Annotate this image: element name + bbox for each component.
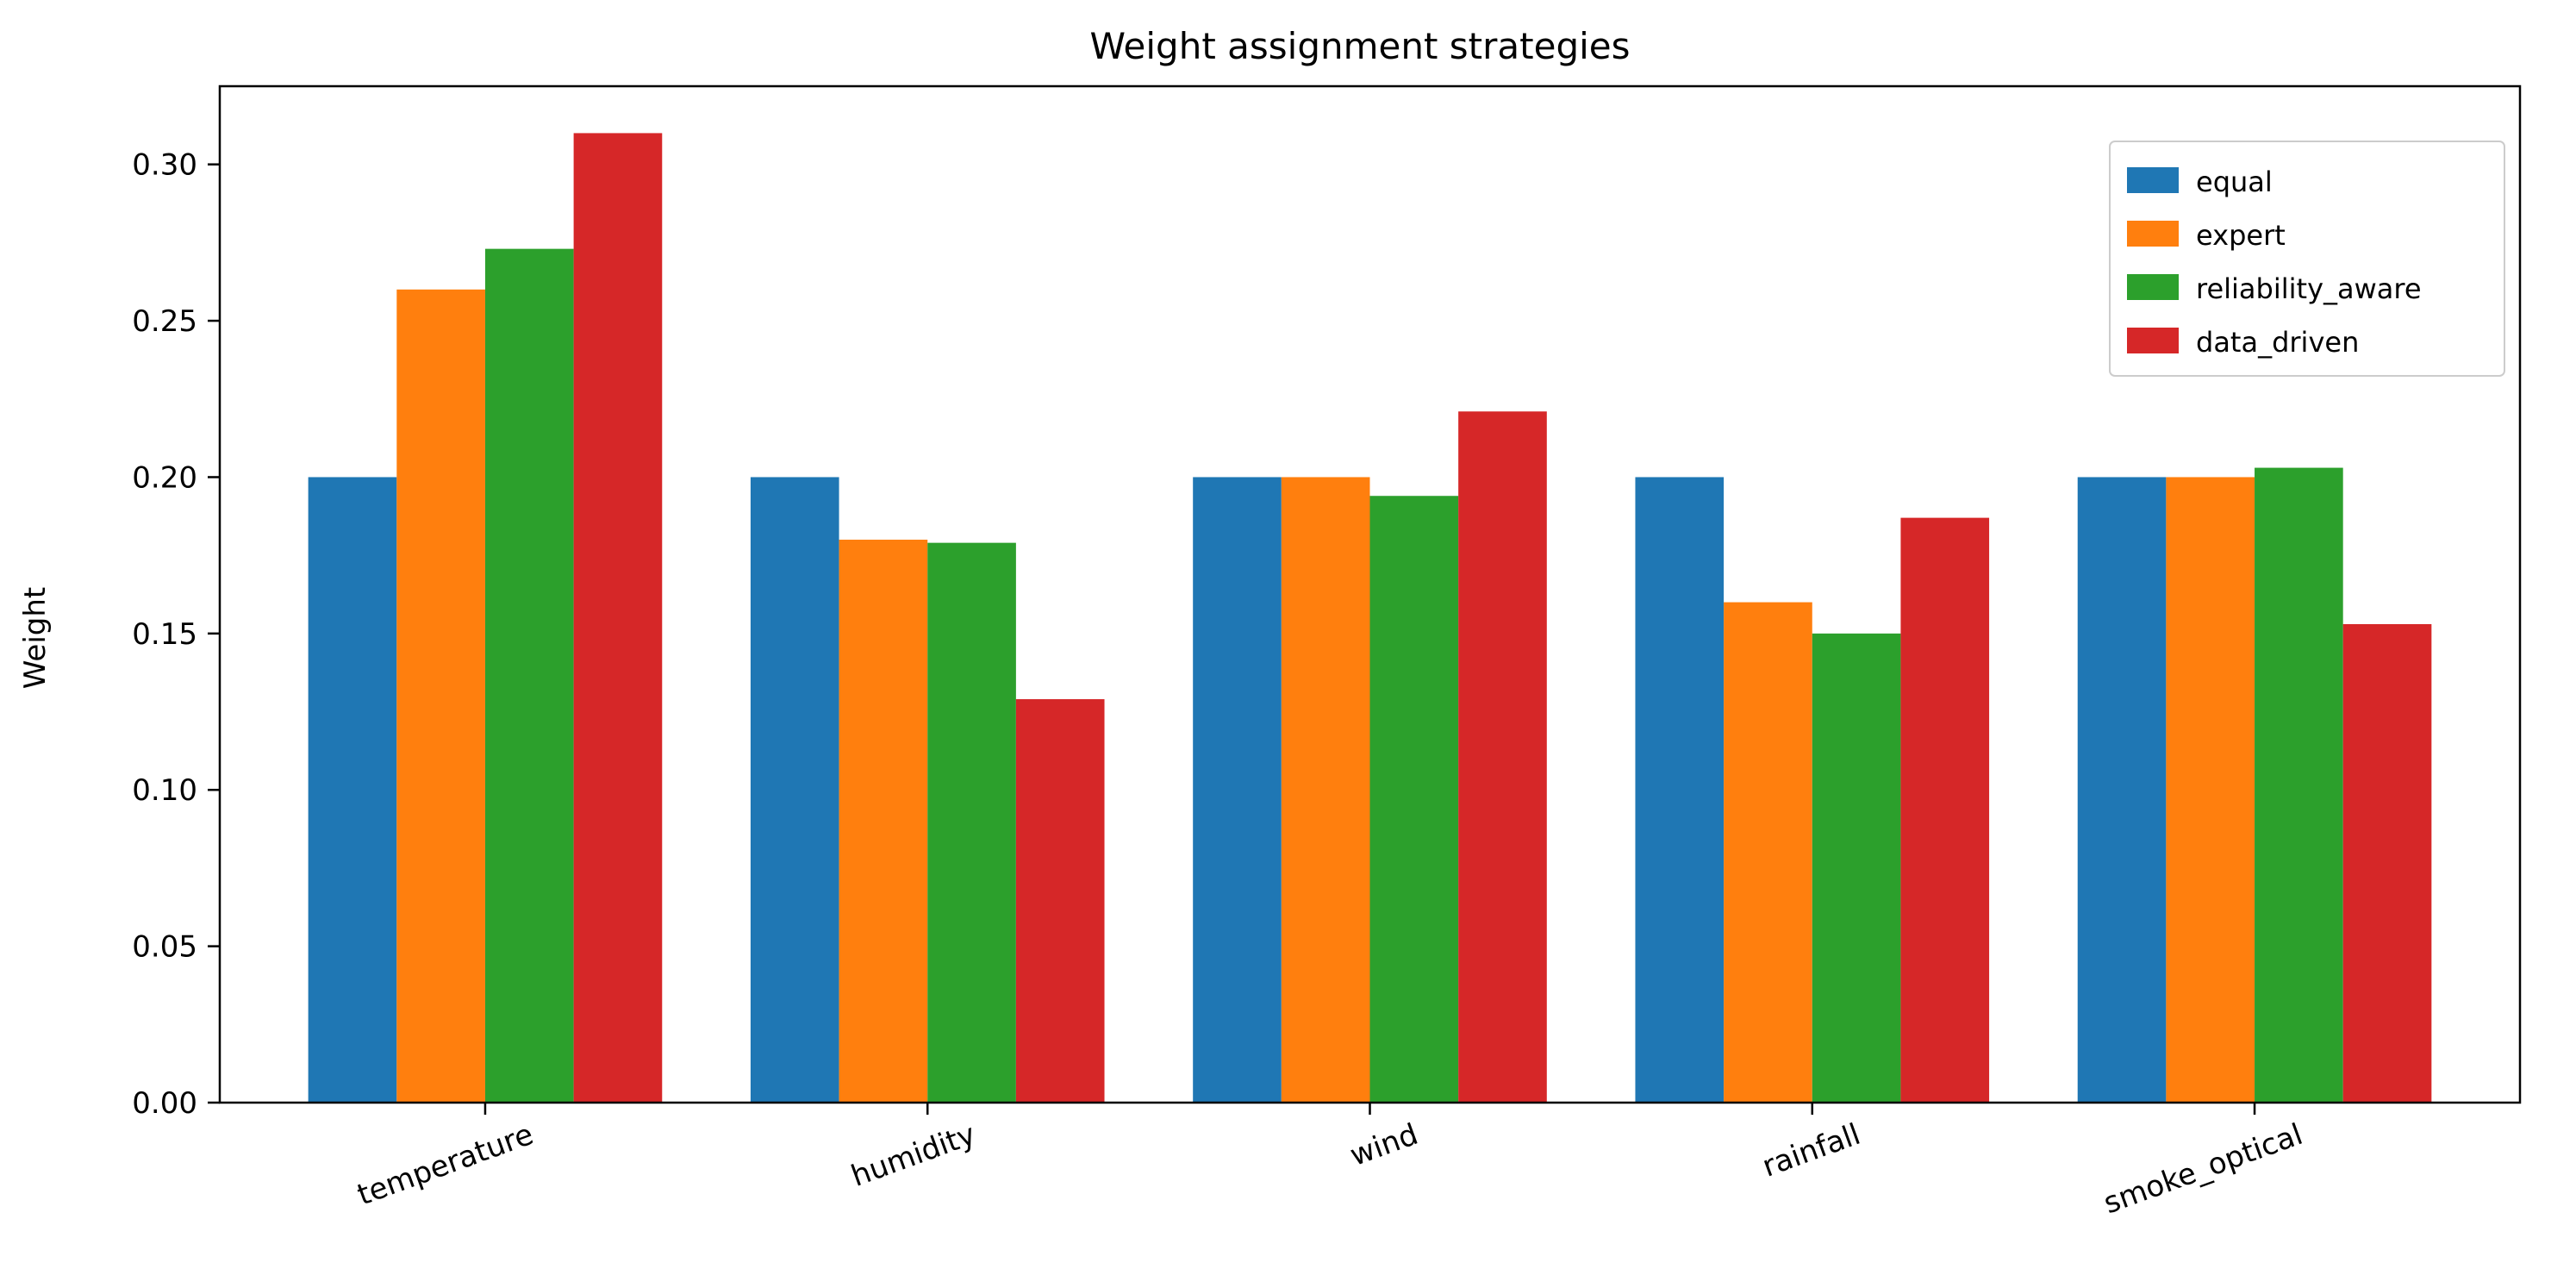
chart-title: Weight assignment strategies	[1089, 25, 1630, 67]
bar-expert-wind	[1281, 477, 1370, 1103]
legend-frame	[2109, 141, 2505, 377]
bar-reliability_aware-temperature	[484, 248, 574, 1103]
bar-equal-humidity	[750, 477, 839, 1103]
bar-data_driven-humidity	[1015, 699, 1105, 1103]
legend-label-data_driven: data_driven	[2196, 326, 2359, 359]
y-tick-label: 0.20	[132, 460, 197, 495]
bar-expert-temperature	[396, 289, 485, 1103]
y-axis: 0.00 0.05 0.10 0.15 0.20 0.25 0.30	[132, 148, 220, 1121]
bar-data_driven-smoke_optical	[2342, 623, 2432, 1103]
x-axis: temperature humidity wind rainfall smoke_opt…	[353, 1103, 2307, 1221]
bar-expert-smoke_optical	[2166, 477, 2255, 1103]
legend-label-expert: expert	[2196, 219, 2286, 252]
legend-swatch-expert	[2127, 221, 2179, 247]
legend-swatch-equal	[2127, 167, 2179, 193]
bar-reliability_aware-rainfall	[1812, 633, 1901, 1103]
bar-equal-temperature	[308, 477, 397, 1103]
x-tick-label: rainfall	[1758, 1117, 1865, 1185]
legend-label-reliability_aware: reliability_aware	[2196, 272, 2422, 305]
x-tick-label: wind	[1345, 1117, 1422, 1173]
bar-reliability_aware-wind	[1369, 496, 1459, 1103]
x-tick-label: temperature	[353, 1117, 539, 1213]
bar-expert-humidity	[839, 540, 928, 1103]
bar-reliability_aware-humidity	[927, 542, 1016, 1103]
y-tick-label: 0.05	[132, 930, 197, 965]
bar-equal-wind	[1193, 477, 1282, 1103]
bar-data_driven-wind	[1458, 411, 1547, 1103]
y-tick-label: 0.10	[132, 773, 197, 808]
plot-frame	[218, 84, 2522, 1104]
bar-data_driven-rainfall	[1900, 517, 1990, 1103]
bar-reliability_aware-smoke_optical	[2255, 467, 2343, 1103]
x-tick-label: humidity	[846, 1117, 980, 1194]
bar-data_driven-temperature	[573, 133, 663, 1103]
y-axis-label: Weight	[18, 587, 53, 689]
bar-equal-smoke_optical	[2077, 477, 2167, 1103]
y-tick-label: 0.00	[132, 1086, 197, 1121]
bar-equal-rainfall	[1635, 477, 1725, 1103]
y-tick-label: 0.15	[132, 617, 197, 652]
legend-swatch-data_driven	[2127, 328, 2179, 353]
bars-layer	[308, 133, 2432, 1103]
legend-label-equal: equal	[2196, 166, 2273, 198]
bar-expert-rainfall	[1724, 602, 1812, 1103]
x-tick-label: smoke_optical	[2099, 1117, 2307, 1221]
y-tick-label: 0.25	[132, 304, 197, 339]
y-tick-label: 0.30	[132, 148, 197, 183]
legend-swatch-reliability_aware	[2127, 274, 2179, 300]
legend: equal expert reliability_aware data_driven	[2109, 141, 2505, 377]
